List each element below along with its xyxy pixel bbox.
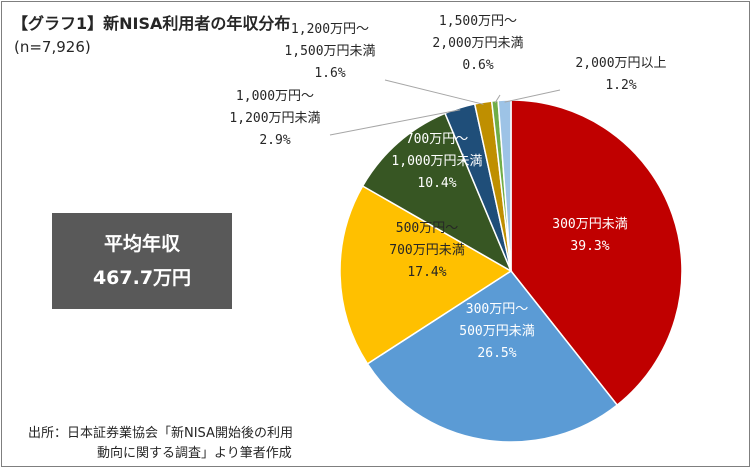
- slice-label-2-line-2: 500万円未満: [459, 324, 534, 339]
- slice-label-3-line-2: 700万円未満: [389, 243, 464, 258]
- chart-title: 【グラフ1】新NISA利用者の年収分布: [12, 14, 291, 33]
- slice-label-5-line-2: 1,200万円未満: [229, 111, 320, 126]
- slice-label-1-line-2: 39.3%: [570, 239, 609, 254]
- slice-label-6-line-2: 1,500万円未満: [284, 44, 375, 59]
- slice-label-5-line-1: 1,000万円～: [236, 89, 314, 104]
- average-income-label: 平均年収: [103, 233, 180, 255]
- pie-slice-8: [497, 99, 512, 272]
- chart-subtitle: (n=7,926): [14, 38, 91, 56]
- leader-line-8: [504, 89, 561, 103]
- slice-label-4-line-1: 700万円～: [406, 132, 468, 147]
- slice-label-8-line-1: 2,000万円以上: [575, 56, 666, 71]
- slice-label-5-line-3: 2.9%: [259, 133, 290, 148]
- source-line-2: 動向に関する調査」より筆者作成: [97, 446, 292, 461]
- slice-label-3-line-3: 17.4%: [407, 265, 446, 280]
- slice-label-7-line-2: 2,000万円未満: [432, 36, 523, 51]
- slice-label-1-line-1: 300万円未満: [552, 217, 627, 232]
- slice-label-7-line-1: 1,500万円～: [439, 14, 517, 29]
- pie-slice-4: [361, 112, 513, 273]
- source-line-1: 出所：日本証券業協会「新NISA開始後の利用: [28, 426, 293, 441]
- slice-label-8-line-2: 1.2%: [605, 78, 636, 93]
- slice-label-6-line-3: 1.6%: [314, 66, 345, 81]
- leader-line-7: [494, 94, 501, 104]
- slice-label-2-line-1: 300万円～: [466, 302, 528, 317]
- slice-label-2-line-3: 26.5%: [477, 346, 516, 361]
- pie-slice-1: [510, 99, 683, 407]
- leader-line-5: [329, 109, 461, 136]
- slice-label-7-line-3: 0.6%: [462, 58, 493, 73]
- slice-label-3-line-1: 500万円～: [396, 221, 458, 236]
- slice-label-6-line-1: 1,200万円～: [291, 22, 369, 37]
- pie-slice-3: [339, 184, 513, 365]
- pie-slice-2: [366, 270, 619, 443]
- source-note: 出所：日本証券業協会「新NISA開始後の利用 動向に関する調査」より筆者作成: [28, 424, 293, 464]
- average-income-value: 467.7万円: [92, 267, 192, 289]
- leader-line-6: [384, 79, 484, 105]
- slice-label-4-line-3: 10.4%: [417, 176, 456, 191]
- slice-label-4-line-2: 1,000万円未満: [391, 154, 482, 169]
- average-income-box: 平均年収 467.7万円: [52, 213, 232, 309]
